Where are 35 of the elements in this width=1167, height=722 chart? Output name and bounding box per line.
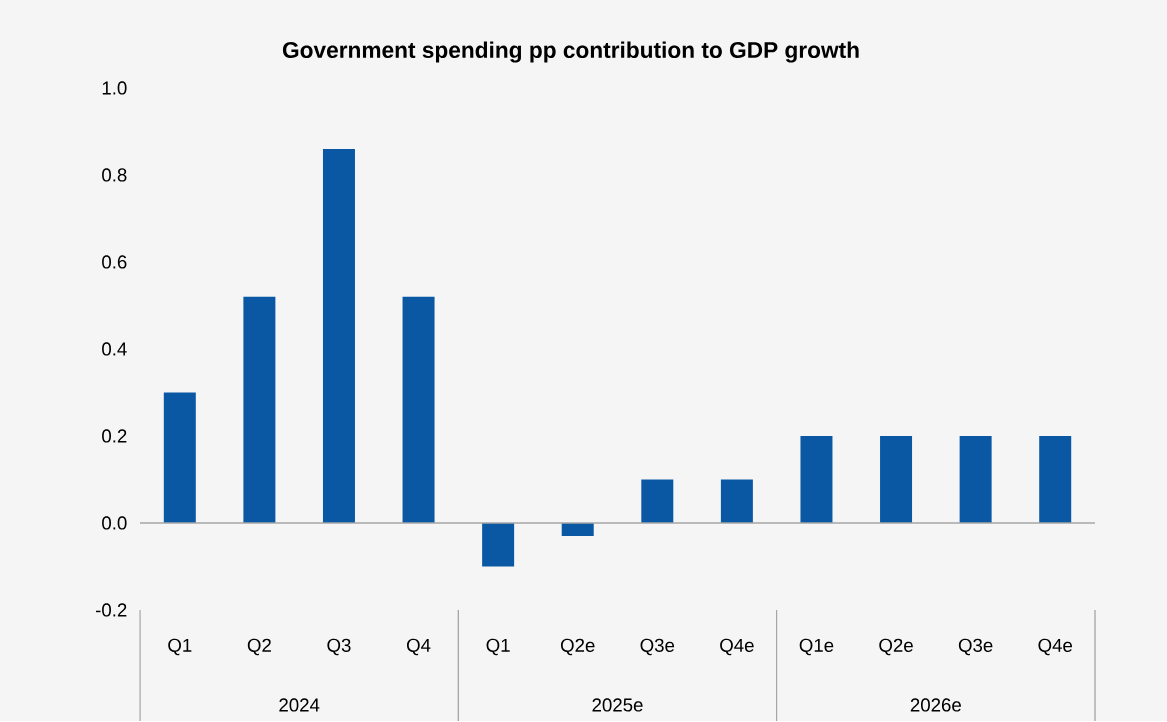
- y-tick-label: 0.0: [102, 516, 127, 530]
- text: 2026e: [910, 698, 961, 712]
- bar: [720, 479, 753, 524]
- y-tick-label: 0.4: [102, 342, 127, 356]
- chart-title: Government spending pp contribution to GDP growth: [282, 41, 859, 63]
- x-tick-label: Q1: [486, 638, 510, 656]
- y-tick-label: 1.0: [102, 81, 127, 95]
- bar: [322, 149, 355, 524]
- bar: [800, 436, 833, 524]
- bar: [561, 523, 594, 537]
- x-tick-label: Q3e: [958, 638, 993, 656]
- y-tick-label: 0.2: [102, 429, 127, 443]
- text: 2024: [279, 698, 320, 712]
- x-tick-label: Q2: [247, 638, 271, 656]
- bar: [482, 523, 515, 567]
- text: 2025e: [592, 698, 643, 712]
- bar: [243, 296, 276, 524]
- x-tick-label: Q2e: [560, 638, 595, 656]
- bar: [641, 479, 674, 524]
- bar: [959, 436, 992, 524]
- x-tick-label: Q1: [168, 638, 192, 656]
- bar: [880, 436, 913, 524]
- x-tick-label: Q2e: [879, 638, 913, 656]
- x-tick-label: Q3: [327, 638, 351, 656]
- x-tick-label: Q3e: [640, 638, 675, 656]
- bar: [402, 296, 435, 524]
- x-tick-label: Q1e: [799, 638, 834, 656]
- y-tick-label: 0.8: [102, 168, 127, 182]
- bar: [1039, 436, 1072, 524]
- x-tick-label: Q4e: [1038, 638, 1073, 656]
- x-tick-label: Q4e: [720, 638, 754, 656]
- bar: [163, 392, 196, 524]
- y-tick-label: -0.2: [95, 603, 127, 617]
- x-tick-label: Q4: [406, 638, 431, 656]
- y-tick-label: 0.6: [102, 255, 127, 269]
